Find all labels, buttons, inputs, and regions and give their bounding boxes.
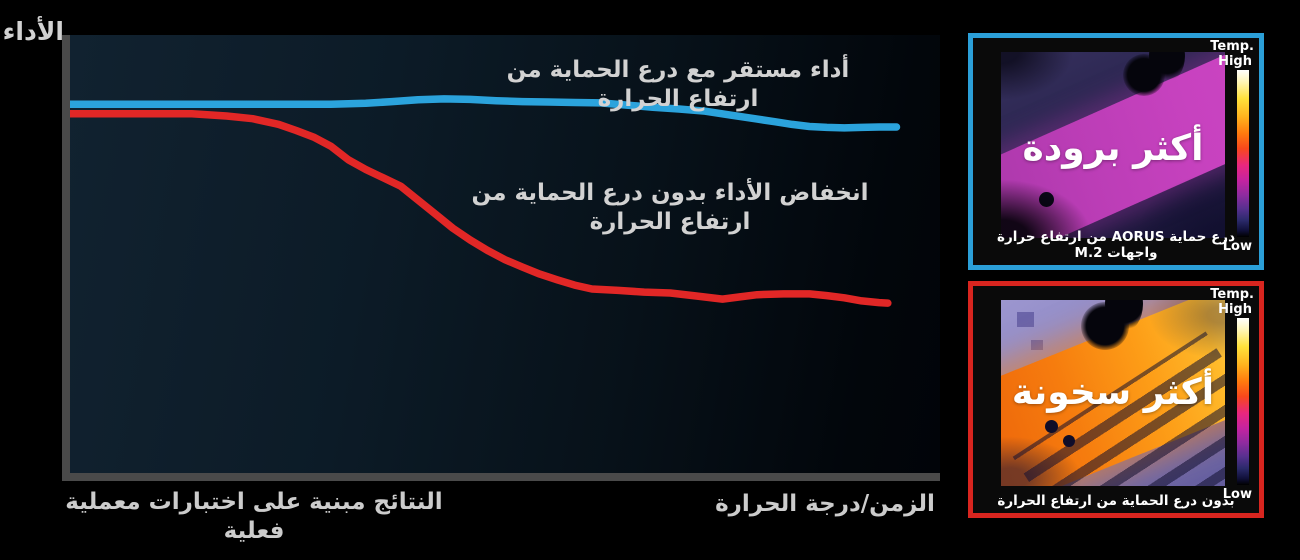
colorbar-low-label: Low: [1222, 487, 1252, 502]
x-axis-label: الزمن/درجة الحرارة: [715, 491, 935, 517]
temperature-colorbar: [1237, 70, 1249, 237]
annotation-with-shield: أداء مستقر مع درع الحماية من ارتفاع الحر…: [506, 57, 850, 112]
thermal-panel-hotter: أكثر سخونة Temp. High Low بدون درع الحما…: [968, 281, 1264, 518]
colorbar-high-label: High: [1218, 302, 1252, 317]
overlay-text-cooler: أكثر برودة: [1022, 128, 1204, 169]
caption-cooler: درع حماية AORUS من ارتفاع حرارة واجهات M…: [996, 229, 1236, 261]
thermal-image-cooler: أكثر برودة: [1001, 52, 1225, 238]
overlay-text-hotter: أكثر سخونة: [1011, 372, 1215, 413]
colorbar-low-label: Low: [1222, 239, 1252, 254]
chart-plot-background: [70, 35, 940, 473]
thermal-image-hotter: أكثر سخونة: [1001, 300, 1225, 486]
temperature-colorbar: [1237, 318, 1249, 485]
chart-lines: [70, 95, 901, 307]
colorbar-temp-label: Temp.: [1210, 287, 1254, 302]
colorbar-temp-label: Temp.: [1210, 39, 1254, 54]
colorbar-high-label: High: [1218, 54, 1252, 69]
screw-hole: [1039, 192, 1054, 207]
chart-y-axis: [62, 35, 70, 481]
annotation-without-shield: انخفاض الأداء بدون درع الحماية من ارتفاع…: [471, 180, 869, 235]
pcb-pad: [1031, 340, 1043, 350]
y-axis-label: الأداء: [2, 17, 64, 46]
line-without-shield: [70, 110, 892, 307]
thermal-panel-cooler: أكثر برودة Temp. High Low درع حماية AORU…: [968, 33, 1264, 270]
pcb-pad: [1017, 312, 1034, 327]
chart-x-axis: [62, 473, 940, 481]
chart-footnote: النتائج مبنية على اختبارات معملية فعلية: [65, 489, 443, 544]
line-with-shield: [70, 95, 901, 132]
caption-hotter: بدون درع الحماية من ارتفاع الحرارة: [997, 493, 1235, 509]
